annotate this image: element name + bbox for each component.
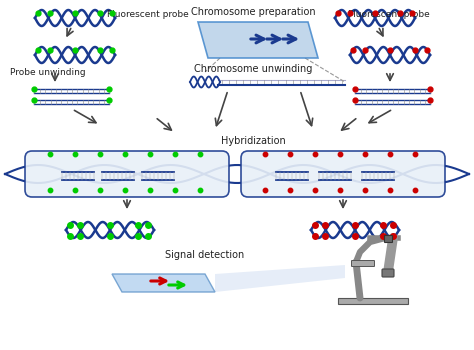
Text: Signal detection: Signal detection (165, 250, 245, 260)
FancyBboxPatch shape (382, 269, 394, 277)
Text: Hybridization: Hybridization (220, 136, 285, 146)
Polygon shape (215, 265, 345, 292)
Polygon shape (112, 274, 215, 292)
FancyBboxPatch shape (25, 151, 229, 197)
Text: Fluorescent probe: Fluorescent probe (107, 10, 189, 19)
Polygon shape (198, 22, 318, 58)
Polygon shape (338, 298, 408, 304)
Text: Fluorescent probe: Fluorescent probe (348, 10, 430, 19)
Text: Chromosome preparation: Chromosome preparation (191, 7, 315, 17)
FancyBboxPatch shape (241, 151, 445, 197)
Text: Probe unwinding: Probe unwinding (10, 68, 86, 77)
FancyBboxPatch shape (384, 236, 392, 243)
Text: Chromosome unwinding: Chromosome unwinding (194, 64, 312, 74)
FancyBboxPatch shape (352, 260, 374, 266)
